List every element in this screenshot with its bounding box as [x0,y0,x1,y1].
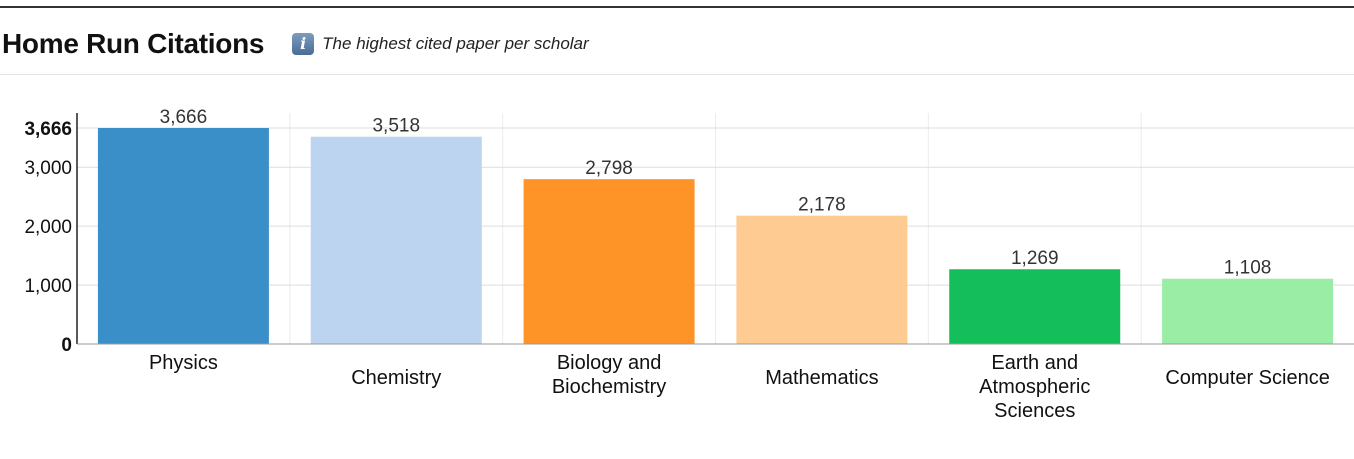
x-category-label: Chemistry [351,367,441,389]
data-label: 2,178 [798,195,846,216]
bar [310,136,482,344]
x-category-label: Biology and Biochemistry [552,352,666,398]
bar [736,215,908,344]
chart-title: Home Run Citations [2,28,265,59]
data-label: 1,269 [1011,248,1059,269]
x-category-label: Physics [149,352,218,374]
data-label: 1,108 [1224,258,1272,279]
bar [523,179,695,344]
y-tick-label: 2,000 [24,217,72,238]
top-rule [0,6,1354,8]
x-category-label: Computer Science [1165,367,1330,389]
bar [97,128,269,344]
chart-subtitle: The highest cited paper per scholar [322,34,589,53]
chart-header: Home Run Citations i The highest cited p… [0,26,589,62]
data-label: 2,798 [585,158,633,179]
y-tick-label: 3,000 [24,158,72,179]
data-label: 3,666 [160,107,208,128]
y-tick-label: 0 [61,335,72,356]
y-tick-label: 3,666 [24,119,72,140]
bar [1162,278,1334,344]
y-tick-label: 1,000 [24,276,72,297]
x-category-label: Mathematics [765,367,878,389]
info-icon[interactable]: i [292,33,315,55]
x-category-label: Earth and Atmospheric Sciences [979,352,1090,422]
data-label: 3,518 [372,116,420,137]
header-divider [0,74,1354,75]
bar [949,269,1121,344]
